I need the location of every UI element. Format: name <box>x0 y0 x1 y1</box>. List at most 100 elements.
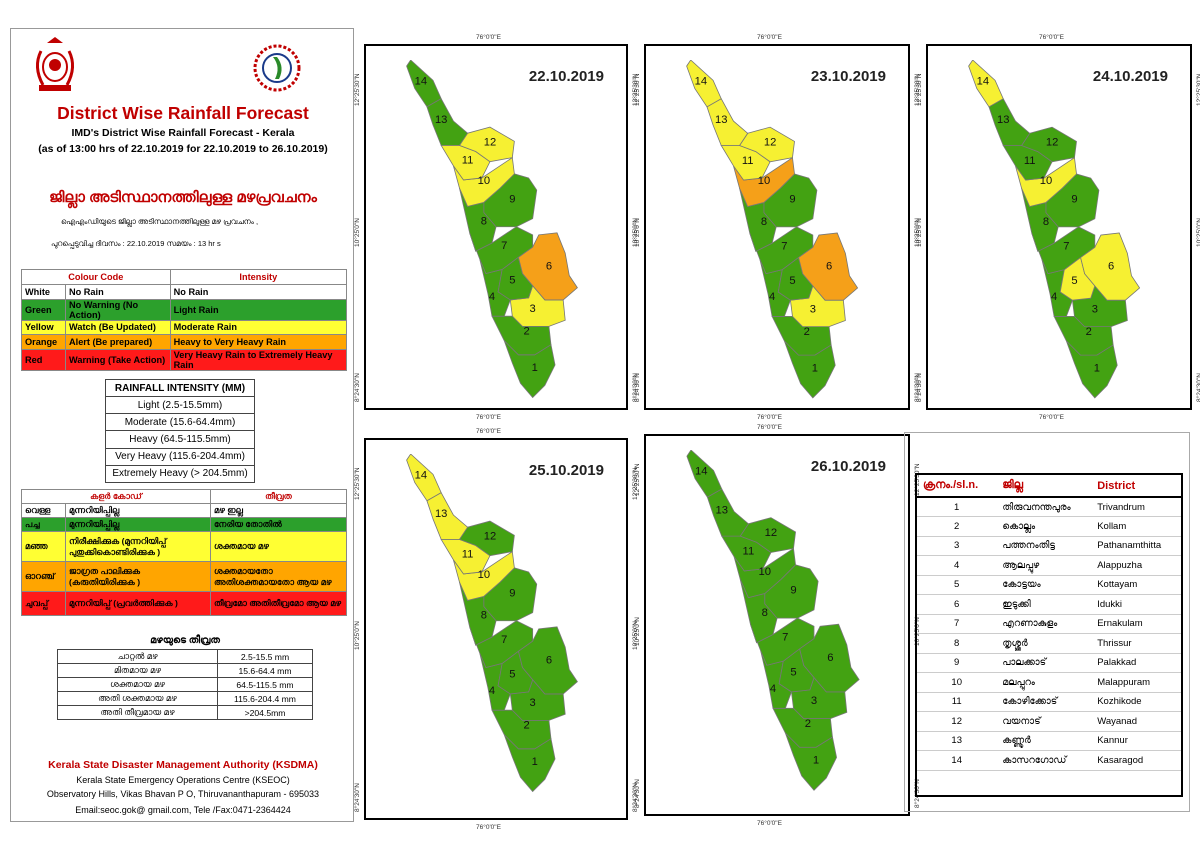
district-number-label: 5 <box>790 667 796 679</box>
district-en: Alappuzha <box>1091 555 1181 576</box>
district-number-label: 11 <box>462 155 474 167</box>
intensity-row: Moderate (15.6-64.4mm) <box>105 413 255 432</box>
colour-code-row: Green No Warning (No Action) Light Rain <box>21 298 348 321</box>
district-number-label: 4 <box>489 291 495 303</box>
district-number-label: 4 <box>769 291 775 303</box>
ml-intensity-range: 64.5-115.5 mm <box>217 677 313 692</box>
ml-colour-code-row: ഓറഞ്ച് ജാഗ്രത പാലിക്കുക (കരുതിയിരിക്കുക )… <box>21 561 348 592</box>
district-number-label: 10 <box>759 566 772 578</box>
colour-name: White <box>21 284 66 300</box>
district-number-label: 10 <box>1040 175 1052 187</box>
district-number-label: 9 <box>509 587 515 599</box>
district-6-area <box>798 232 859 301</box>
ml-intensity-range: 115.6-204.4 mm <box>217 691 313 706</box>
colour-action: Watch (Be Updated) <box>65 319 171 335</box>
colour-name: Green <box>21 298 66 321</box>
district-number-label: 4 <box>1051 291 1057 303</box>
kerala-emblem-logo <box>36 37 74 91</box>
district-number-label: 3 <box>530 303 536 315</box>
ml-intensity-header: തീവ്രത <box>209 489 348 504</box>
map-date: 23.10.2019 <box>810 68 886 85</box>
district-number-label: 6 <box>546 654 552 666</box>
district-12-area <box>739 517 796 553</box>
map-date: 24.10.2019 <box>1092 68 1168 85</box>
district-number-label: 14 <box>977 75 989 87</box>
district-number-label: 11 <box>742 155 754 167</box>
district-en: Wayanad <box>1091 711 1181 732</box>
district-en: Ernakulam <box>1091 614 1181 634</box>
district-number-label: 14 <box>695 75 707 87</box>
district-number-label: 6 <box>827 652 833 664</box>
district-no: 3 <box>917 536 997 556</box>
district-row: 1 തിരുവനന്തപുരം Trivandrum <box>917 497 1181 517</box>
district-table-box: ക്രനം./sl.n. ജില്ല District 1 തിരുവനന്തപുരം… <box>915 473 1183 797</box>
ml-colour-action: ജാഗ്രത പാലിക്കുക (കരുതിയിരിക്കുക ) <box>65 561 211 592</box>
district-number-label: 7 <box>1063 240 1069 252</box>
district-no: 11 <box>917 692 997 712</box>
district-table-frame: ക്രനം./sl.n. ജില്ല District 1 തിരുവനന്തപുരം… <box>904 432 1190 812</box>
district-number-label: 12 <box>765 527 778 539</box>
ml-intensity-row: അതി ശക്തമായ മഴ 115.6-204.4 mm <box>57 691 313 706</box>
district-ml: കണ്ണൂർ <box>996 731 1092 751</box>
colour-name: Red <box>21 348 66 371</box>
district-no: 12 <box>917 711 997 732</box>
district-14-area <box>968 60 1004 108</box>
district-number-label: 8 <box>1043 216 1049 228</box>
intensity-row: Extremely Heavy (> 204.5mm) <box>105 464 255 483</box>
district-6-area <box>517 626 578 695</box>
col-sl-no: ക്രനം./sl.n. <box>917 475 997 498</box>
district-14-area <box>406 60 442 108</box>
forecast-map-2: 23.10.2019 1 2 3 4 5 6 7 8 9 10 11 12 13 14 76°0'0"E 76°… <box>634 34 921 421</box>
lon-label-bottom: 76°0'0"E <box>757 820 782 827</box>
district-no: 6 <box>917 594 997 615</box>
district-number-label: 12 <box>1046 136 1058 148</box>
district-number-label: 1 <box>532 362 538 374</box>
address: Observatory Hills, Vikas Bhavan P O, Thi… <box>46 789 320 799</box>
ml-intensity-label: ചാറ്റൽ മഴ <box>57 649 218 664</box>
forecast-map-1: 22.10.2019 1 2 3 4 5 6 7 8 9 10 11 12 13 14 76°0'0"E 76°… <box>354 34 639 421</box>
district-ml: കൊല്ലം <box>996 516 1092 537</box>
ml-issue-line1: ഐഎംഡിയുടെ ജില്ലാ അടിസ്ഥാനത്തിലുള്ള മഴ പ്… <box>61 217 259 226</box>
district-number-label: 9 <box>789 193 795 205</box>
district-ml: എറണാകുളം <box>996 614 1092 634</box>
district-number-label: 8 <box>481 216 487 228</box>
lat-label-left: 12°25'30"N <box>354 73 361 106</box>
district-12-area <box>458 126 515 163</box>
district-number-label: 10 <box>478 175 490 187</box>
ml-colour-name: ചുവപ്പ് <box>21 591 66 616</box>
subtitle: IMD's District Wise Rainfall Forecast - … <box>71 127 295 139</box>
district-number-label: 2 <box>804 326 810 338</box>
district-number-label: 11 <box>1024 155 1036 167</box>
district-13-area <box>426 492 469 540</box>
district-13-area <box>426 98 469 146</box>
lat-label-left: 12°25'30"N <box>916 73 923 106</box>
district-14-area <box>406 454 442 502</box>
legend-panel: District Wise Rainfall Forecast IMD's Di… <box>10 28 354 822</box>
colour-intensity: Light Rain <box>169 298 348 321</box>
district-no: 2 <box>917 516 997 537</box>
rainfall-intensity-title: RAINFALL INTENSITY (MM) <box>105 379 255 397</box>
district-6-area <box>517 232 578 301</box>
district-2-area <box>771 316 832 356</box>
district-number-label: 12 <box>764 136 776 148</box>
district-number-label: 1 <box>813 755 819 767</box>
district-number-label: 1 <box>1094 362 1100 374</box>
district-ml: പത്തനംതിട്ട <box>996 536 1092 556</box>
ml-colour-intensity: നേരിയ തോതിൽ <box>209 517 348 532</box>
district-number-label: 2 <box>1086 326 1092 338</box>
lon-label-bottom: 76°0'0"E <box>476 824 501 831</box>
district-number-label: 6 <box>546 260 552 272</box>
district-number-label: 8 <box>762 607 768 619</box>
district-row: 14 കാസറഗോഡ് Kasaragod <box>917 750 1181 771</box>
ml-colour-name: മഞ്ഞ <box>21 531 66 562</box>
intensity-header: Intensity <box>169 269 348 285</box>
lat-label-right: 12°25'30"N <box>1196 73 1200 106</box>
district-number-label: 3 <box>530 697 536 709</box>
district-number-label: 4 <box>770 683 776 695</box>
lon-label-top: 76°0'0"E <box>476 34 501 41</box>
district-number-label: 3 <box>1092 303 1098 315</box>
district-en: Kasaragod <box>1091 750 1181 771</box>
colour-action: No Rain <box>65 284 171 300</box>
